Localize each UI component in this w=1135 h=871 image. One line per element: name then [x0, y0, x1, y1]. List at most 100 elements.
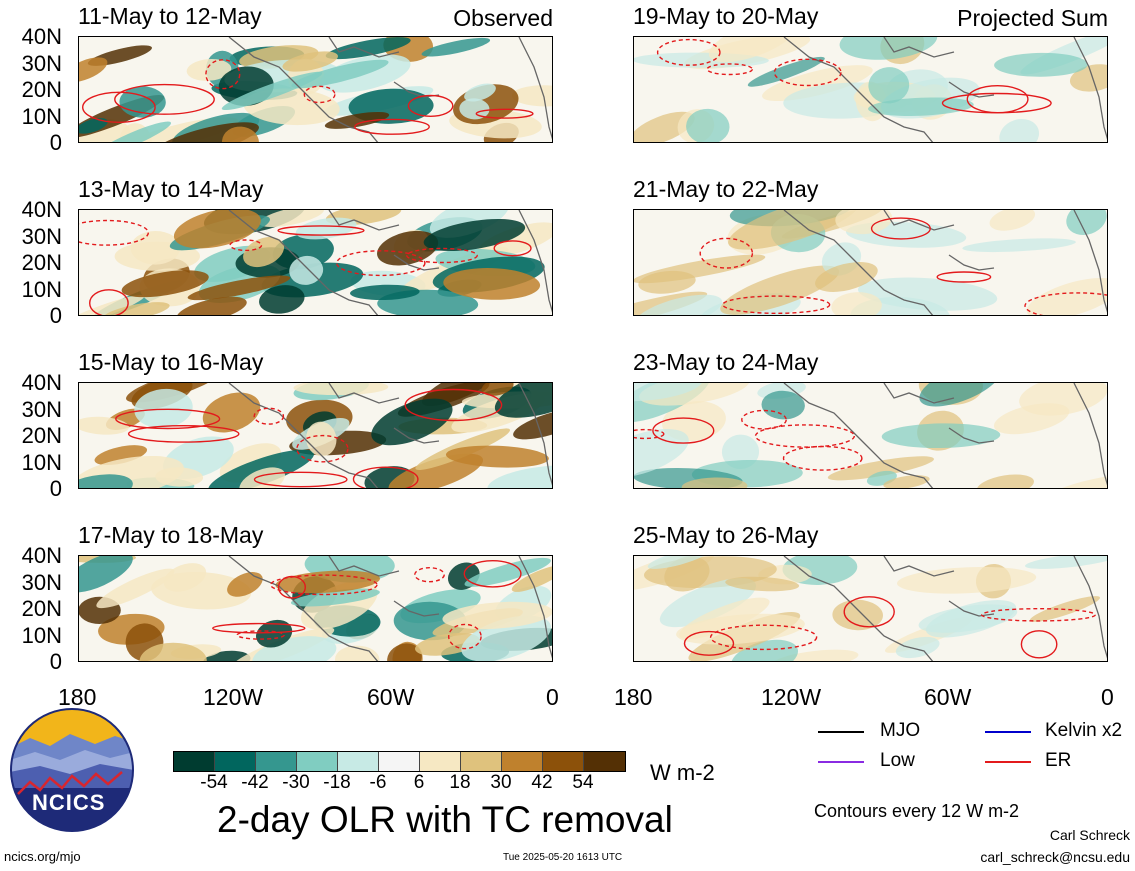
- er-contour: [253, 471, 348, 488]
- olr-anomaly-blob: [388, 453, 484, 488]
- olr-anomaly-blob: [896, 566, 1037, 594]
- olr-map-right-1: [633, 209, 1108, 316]
- lat-label-1-4: 0: [49, 303, 62, 328]
- olr-map-left-3: [78, 555, 553, 662]
- colorbar-tick-6: 18: [449, 772, 471, 793]
- olr-anomaly-blob: [1026, 277, 1107, 315]
- legend-line-low: [818, 761, 864, 763]
- colorbar-swatch-0: [174, 752, 215, 771]
- lon-label-60w-right: 60W: [924, 684, 972, 710]
- coastline: [228, 556, 552, 661]
- er-contour: [127, 425, 240, 443]
- er-contour: [966, 85, 1029, 114]
- main-title: 2-day OLR with TC removal: [217, 799, 673, 840]
- olr-anomaly-blob: [487, 465, 552, 488]
- er-contour: [79, 219, 149, 246]
- panel-tag-right: Projected Sum: [957, 5, 1108, 31]
- olr-anomaly-blob: [221, 71, 323, 111]
- olr-anomaly-blob: [999, 118, 1040, 142]
- colorbar-swatch-2: [256, 752, 297, 771]
- olr-anomaly-blob: [187, 275, 291, 301]
- olr-anomaly-blob: [325, 37, 411, 60]
- olr-map-right-3: [633, 555, 1108, 662]
- olr-anomaly-blob: [464, 83, 496, 102]
- olr-map-right-0: [633, 36, 1108, 143]
- footer-url[interactable]: ncics.org/mjo: [4, 849, 81, 864]
- olr-anomaly-blob: [1069, 64, 1107, 92]
- lat-label-1-2: 20N: [21, 250, 62, 275]
- er-contour: [236, 630, 285, 640]
- olr-anomaly-blob: [511, 565, 552, 592]
- olr-anomaly-blob: [1066, 210, 1107, 236]
- colorbar-units: W m-2: [650, 760, 715, 785]
- lat-label-3-3: 10N: [21, 622, 62, 648]
- er-contour: [722, 295, 831, 314]
- olr-anomaly-blob: [222, 126, 259, 142]
- olr-anomaly-blob: [994, 52, 1088, 77]
- olr-anomaly-blob: [79, 416, 129, 435]
- er-contour: [277, 225, 365, 236]
- colorbar-tick-5: 6: [413, 772, 425, 793]
- er-contour: [303, 85, 336, 104]
- panel-title-right-0: 19-May to 20-May: [633, 3, 819, 29]
- olr-anomaly-blob: [895, 636, 940, 659]
- lat-label-3-1: 30N: [21, 569, 62, 595]
- colorbar-swatch-4: [338, 752, 379, 771]
- colorbar-tick-1: -42: [241, 772, 269, 793]
- olr-anomaly-blob: [881, 423, 1001, 449]
- er-contour: [404, 388, 503, 422]
- coastline: [783, 383, 1107, 488]
- lat-label-2-2: 20N: [21, 423, 62, 448]
- footer-email[interactable]: carl_schreck@ncsu.edu: [980, 849, 1130, 865]
- olr-anomaly-blob: [239, 467, 286, 488]
- olr-anomaly-blob: [459, 98, 490, 120]
- er-contour: [89, 289, 129, 315]
- lat-label-1-1: 30N: [21, 223, 62, 249]
- olr-anomaly-blob: [481, 383, 514, 396]
- er-contour: [656, 38, 721, 66]
- olr-field: [634, 556, 1107, 661]
- olr-field: [79, 37, 552, 142]
- olr-anomaly-blob: [761, 390, 805, 420]
- olr-anomaly-blob: [176, 296, 247, 315]
- colorbar-swatch-9: [543, 752, 584, 771]
- olr-anomaly-blob: [708, 37, 798, 63]
- lat-label-1-0: 40N: [21, 197, 62, 222]
- olr-anomaly-blob: [442, 601, 552, 630]
- olr-field: [79, 556, 552, 661]
- olr-anomaly-blob: [350, 284, 420, 301]
- olr-field: [634, 383, 1107, 488]
- lat-label-3-4: 0: [49, 649, 62, 674]
- footer-timestamp: Tue 2025-05-20 1613 UTC: [503, 852, 623, 863]
- panel-title-left-3: 17-May to 18-May: [78, 522, 264, 548]
- er-contour: [706, 63, 753, 76]
- colorbar-tick-3: -18: [323, 772, 351, 793]
- coastline: [783, 556, 1107, 661]
- olr-anomaly-blob: [203, 650, 251, 661]
- olr-anomaly-blob: [976, 474, 1034, 488]
- legend-label-er: ER: [1045, 750, 1072, 771]
- lat-label-2-0: 40N: [21, 370, 62, 395]
- olr-anomaly-blob: [387, 643, 422, 661]
- colorbar-swatch-8: [502, 752, 543, 771]
- er-contour: [296, 434, 349, 463]
- colorbar-tick-4: -6: [369, 772, 387, 793]
- panel-title-right-1: 21-May to 22-May: [633, 176, 819, 202]
- olr-anomaly-blob: [291, 59, 389, 89]
- olr-anomaly-blob: [134, 388, 193, 428]
- olr-anomaly-blob: [79, 294, 145, 315]
- olr-anomaly-blob: [659, 578, 756, 628]
- er-contour: [82, 91, 156, 124]
- legend-line-mjo: [818, 731, 864, 733]
- olr-anomaly-blob: [815, 262, 878, 292]
- lon-label-120w-left: 120W: [203, 684, 264, 710]
- er-contour: [754, 424, 855, 448]
- coastline: [228, 37, 552, 142]
- er-contour: [447, 623, 482, 650]
- legend-label-low: Low: [880, 750, 915, 771]
- olr-anomaly-blob: [989, 210, 1036, 231]
- coastline: [228, 383, 552, 488]
- legend-line-kelvin: [985, 731, 1031, 733]
- olr-anomaly-blob: [103, 302, 170, 315]
- olr-anomaly-blob: [728, 210, 860, 250]
